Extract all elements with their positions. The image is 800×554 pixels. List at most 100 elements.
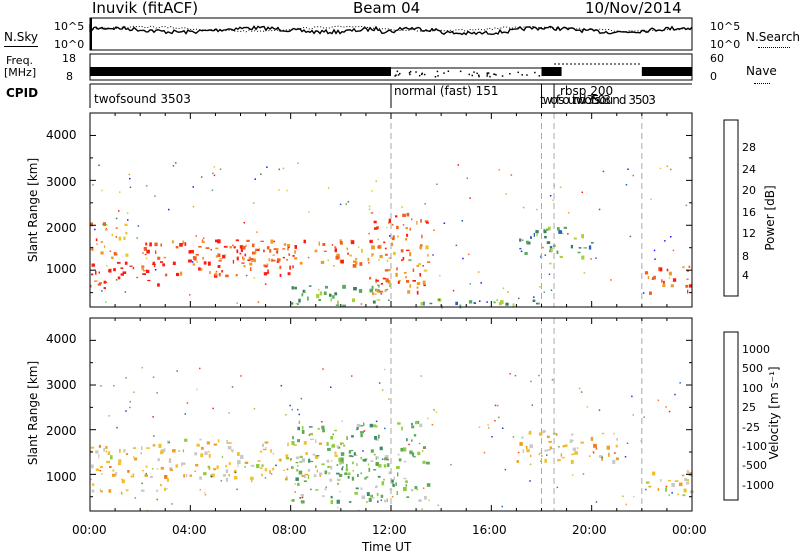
velocity-y-tick-3000: 3000 xyxy=(46,378,77,392)
power-echo xyxy=(335,255,339,260)
velocity-echo xyxy=(363,430,366,432)
freq-dot xyxy=(443,72,445,74)
velocity-echo xyxy=(517,451,520,454)
power-echo xyxy=(279,273,282,277)
power-echo xyxy=(115,235,117,238)
velocity-echo xyxy=(360,433,363,438)
power-echo xyxy=(118,210,120,212)
power-echo xyxy=(359,262,363,266)
power-echo xyxy=(352,298,355,303)
velocity-echo xyxy=(360,431,364,434)
power-echo xyxy=(90,248,94,251)
power-echo xyxy=(342,304,346,307)
power-echo xyxy=(371,292,375,296)
power-echo xyxy=(355,258,358,260)
velocity-echo xyxy=(113,385,115,387)
velocity-echo xyxy=(321,425,325,430)
power-echo xyxy=(462,257,464,260)
power-echo xyxy=(424,203,426,205)
power-echo xyxy=(109,250,112,252)
velocity-echo xyxy=(172,449,176,453)
velocity-echo xyxy=(199,438,202,441)
power-echo xyxy=(198,267,201,271)
power-echo xyxy=(548,226,551,231)
power-echo xyxy=(257,301,260,303)
power-echo xyxy=(357,246,360,249)
velocity-echo xyxy=(103,448,105,452)
velocity-echo xyxy=(334,451,337,455)
power-echo xyxy=(423,284,426,287)
power-echo xyxy=(685,204,688,207)
power-echo xyxy=(379,254,383,259)
power-echo xyxy=(198,246,202,248)
nave-label: Nave xyxy=(746,64,777,78)
velocity-echo xyxy=(541,455,543,457)
velocity-echo xyxy=(571,433,574,436)
velocity-echo xyxy=(105,446,108,449)
power-echo xyxy=(287,244,291,247)
power-echo xyxy=(350,239,352,242)
power-echo xyxy=(466,177,468,179)
power-echo xyxy=(650,198,652,201)
power-echo xyxy=(664,240,666,242)
velocity-echo xyxy=(140,452,142,455)
power-echo xyxy=(98,271,100,274)
velocity-echo xyxy=(194,452,198,456)
velocity-echo xyxy=(375,420,378,423)
power-echo xyxy=(248,256,252,260)
power-echo xyxy=(243,265,246,268)
velocity-echo xyxy=(376,463,380,466)
power-echo xyxy=(137,225,140,227)
velocity-echo xyxy=(580,441,584,444)
velocity-echo xyxy=(391,495,394,498)
velocity-echo xyxy=(117,462,121,466)
velocity-echo xyxy=(428,499,430,501)
power-echo xyxy=(433,229,435,231)
power-echo xyxy=(549,195,552,197)
velocity-echo xyxy=(228,442,232,444)
velocity-echo xyxy=(321,421,323,423)
velocity-echo xyxy=(590,436,594,441)
velocity-echo xyxy=(240,375,242,377)
power-echo xyxy=(406,233,409,237)
velocity-echo xyxy=(348,501,352,503)
velocity-echo xyxy=(538,374,540,377)
power-echo xyxy=(649,291,652,295)
velocity-echo xyxy=(160,466,164,470)
velocity-echo xyxy=(127,470,130,473)
velocity-echo xyxy=(388,398,390,400)
velocity-echo xyxy=(352,470,354,472)
power-echo xyxy=(251,251,256,255)
velocity-echo xyxy=(292,499,295,502)
velocity-echo xyxy=(348,455,353,457)
velocity-echo xyxy=(601,432,605,435)
velocity-echo xyxy=(327,465,331,468)
x-tick-6: 00:00 xyxy=(672,523,707,537)
velocity-echo xyxy=(665,406,667,408)
power-echo xyxy=(229,246,232,249)
power-echo xyxy=(247,259,251,261)
power-echo xyxy=(172,240,174,244)
velocity-echo xyxy=(244,465,246,468)
power-echo xyxy=(136,237,138,239)
power-echo xyxy=(318,241,320,246)
velocity-echo xyxy=(648,485,652,488)
velocity-echo xyxy=(561,456,565,459)
velocity-echo xyxy=(331,445,336,448)
freq-dot xyxy=(538,75,541,77)
velocity-echo xyxy=(296,465,299,467)
velocity-echo xyxy=(424,496,427,500)
power-echo xyxy=(115,227,119,229)
power-echo xyxy=(409,252,412,257)
power-echo xyxy=(376,299,381,301)
power-echo xyxy=(410,259,412,261)
power-echo xyxy=(94,228,96,231)
freq-panel xyxy=(89,53,693,81)
power-echo xyxy=(544,254,547,256)
power-echo xyxy=(682,266,685,269)
velocity-echo xyxy=(324,488,327,491)
freq-dot xyxy=(517,71,519,74)
freq-dot xyxy=(493,73,495,75)
velocity-echo xyxy=(303,441,307,445)
velocity-echo xyxy=(598,409,601,411)
